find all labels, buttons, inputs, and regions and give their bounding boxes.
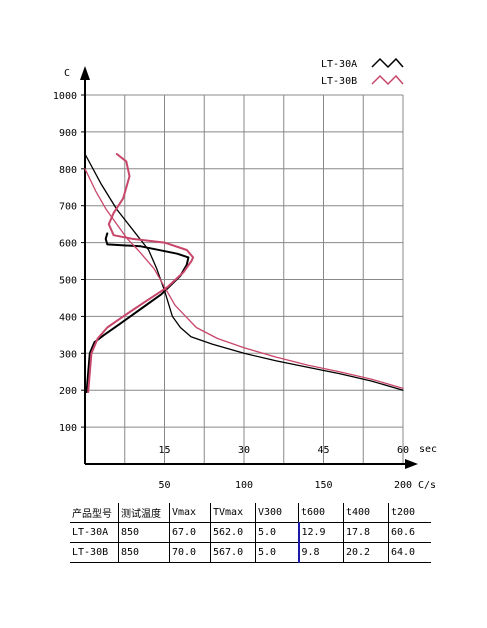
- legend-label: LT-30B: [321, 76, 357, 87]
- x-tick-label-sec: 60: [397, 445, 409, 456]
- table-row: LT-30B 850 70.0 567.0 5.0 9.8 20.2 64.0: [70, 542, 431, 563]
- table-row: LT-30A 850 67.0 562.0 5.0 12.9 17.8 60.6: [70, 522, 431, 543]
- table-cell: 5.0: [255, 522, 299, 543]
- series-line-lt-30b: [87, 153, 195, 393]
- x-tick-label-rate: 50: [158, 480, 170, 491]
- table-cell: 67.0: [169, 522, 211, 543]
- table-cell: 9.8: [297, 542, 344, 563]
- y-axis-arrow: [80, 66, 90, 80]
- series-line-lt-30a: [84, 153, 404, 391]
- y-tick-label: 100: [59, 423, 77, 434]
- header-cell: 产品型号: [70, 503, 119, 523]
- y-tick-label: 1000: [53, 91, 77, 102]
- header-cell: TVmax: [210, 503, 256, 523]
- x-tick-label-sec: 45: [317, 445, 329, 456]
- y-tick-label: 400: [59, 312, 77, 323]
- y-tick-label: 800: [59, 165, 77, 176]
- header-cell: Vmax: [169, 503, 211, 523]
- legend-swatch: [371, 57, 404, 69]
- table-cell: 17.8: [343, 522, 389, 543]
- axes: C sec C/s: [64, 66, 437, 491]
- legend: LT-30A LT-30B: [321, 57, 404, 87]
- table-cell: 850: [118, 522, 170, 543]
- table-cell: LT-30A: [70, 522, 119, 543]
- table-cell: 20.2: [343, 542, 389, 563]
- header-cell: t200: [388, 503, 431, 523]
- x-tick-label-sec: 15: [158, 445, 170, 456]
- y-axis-label: C: [64, 68, 70, 79]
- y-tick-labels: 100 200 300 400 500 600 700 800 900 1000: [53, 91, 85, 434]
- table-cell: 60.6: [388, 522, 431, 543]
- x-tick-labels-sec: 15 30 45 60: [158, 445, 409, 456]
- table-cell: 12.9: [297, 522, 344, 543]
- y-tick-label: 600: [59, 239, 77, 250]
- grid: [85, 94, 404, 464]
- table-cell: 850: [118, 542, 170, 563]
- y-tick-label: 900: [59, 128, 77, 139]
- table-cell: 64.0: [388, 542, 431, 563]
- y-tick-label: 700: [59, 202, 77, 213]
- x-axis-rate-unit: C/s: [418, 480, 436, 491]
- table-header-row: 产品型号 测试温度 Vmax TVmax V300 t600 t400 t200: [70, 503, 431, 523]
- legend-swatch: [371, 74, 404, 86]
- x-tick-label-rate: 150: [314, 480, 332, 491]
- series-line-lt-30a: [85, 232, 190, 393]
- x-tick-label-sec: 30: [238, 445, 250, 456]
- x-axis-arrow: [405, 459, 418, 469]
- series-curves: [84, 153, 404, 393]
- legend-label: LT-30A: [321, 59, 357, 70]
- table-cell: 567.0: [210, 542, 256, 563]
- y-tick-label: 200: [59, 386, 77, 397]
- table-cell: 5.0: [255, 542, 299, 563]
- table-cell: 562.0: [210, 522, 256, 543]
- x-tick-label-rate: 200: [394, 480, 412, 491]
- header-cell: t600: [298, 503, 344, 523]
- series-line-lt-30b: [84, 168, 404, 390]
- table-cell: 70.0: [169, 542, 211, 563]
- x-tick-labels-rate: 50 100 150 200: [158, 480, 412, 491]
- spec-table: 产品型号 测试温度 Vmax TVmax V300 t600 t400 t200…: [70, 503, 431, 563]
- y-tick-label: 500: [59, 276, 77, 287]
- y-tick-label: 300: [59, 349, 77, 360]
- table-cell: LT-30B: [70, 542, 119, 563]
- header-cell: V300: [255, 503, 299, 523]
- header-cell: t400: [343, 503, 389, 523]
- x-axis-sec-unit: sec: [419, 444, 437, 455]
- chart: C sec C/s 100200300400500600700800900100…: [53, 57, 437, 491]
- x-tick-label-rate: 100: [235, 480, 253, 491]
- header-cell: 测试温度: [118, 503, 170, 523]
